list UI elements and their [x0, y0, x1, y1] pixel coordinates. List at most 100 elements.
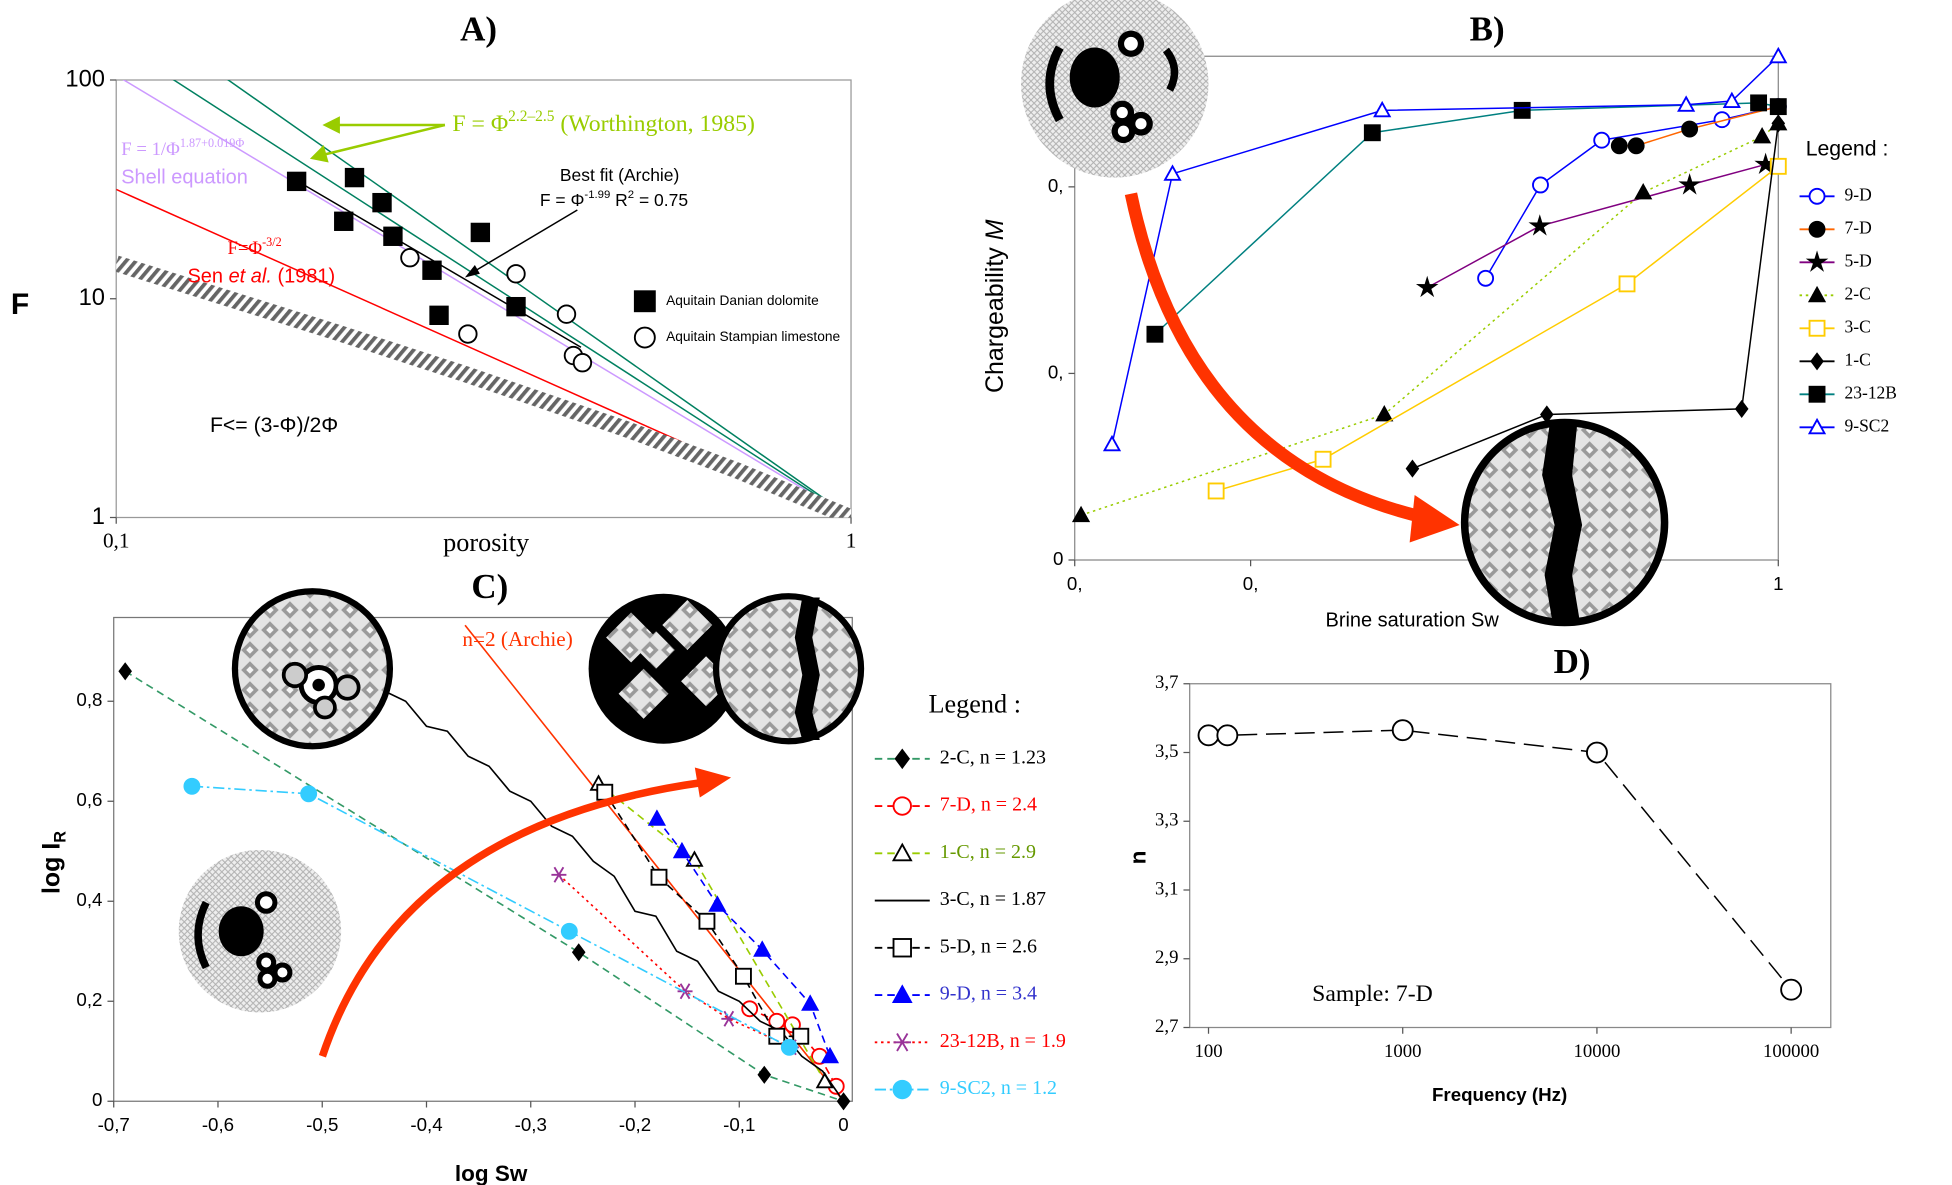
legend-label: Aquitain Stampian limestone — [666, 329, 840, 344]
y-tick-label: 0,4 — [76, 889, 102, 910]
text-part: et al. — [229, 266, 272, 288]
legend-marker — [1810, 321, 1825, 336]
legend-marker — [1811, 354, 1822, 369]
legend-label: 7-D — [1845, 217, 1872, 237]
pore — [1115, 123, 1132, 141]
legend-marker — [894, 845, 911, 861]
y-axis-label: n — [1126, 851, 1151, 865]
text-part: -3/2 — [262, 235, 282, 249]
x-tick-label: -0,2 — [619, 1114, 651, 1135]
data-point — [1217, 725, 1237, 745]
x-tick-label: 100000 — [1763, 1041, 1819, 1062]
pore — [1121, 34, 1141, 54]
annotation: Sen et al. (1981) — [187, 266, 335, 288]
text-part: M — [981, 219, 1009, 240]
x-axis-label: Brine saturation Sw — [1326, 610, 1500, 632]
x-tick-label: 0 — [838, 1114, 848, 1135]
legend-marker — [896, 750, 909, 768]
text-part: F = Φ — [540, 190, 585, 210]
annotation: Sample: 7-D — [1312, 982, 1433, 1008]
text-part: n=2 (Archie) — [462, 627, 572, 651]
data-point — [384, 228, 401, 246]
legend-label: 1-C — [1845, 349, 1871, 369]
data-point — [1533, 177, 1548, 192]
text-part: 2.2–2.5 — [508, 108, 555, 125]
text-part: (1981) — [272, 266, 335, 288]
x-tick-label: 100 — [1194, 1041, 1222, 1062]
text-part: F = 1/Φ — [121, 140, 180, 161]
chart-title: D) — [1554, 642, 1591, 681]
y-tick-label: 0,2 — [76, 989, 102, 1010]
data-point — [1620, 276, 1635, 291]
data-point — [1478, 271, 1493, 286]
x-axis-label: Frequency (Hz) — [1432, 1084, 1567, 1105]
data-point — [651, 870, 666, 885]
y-tick-label: 3,7 — [1155, 672, 1178, 693]
legend-title: Legend : — [1806, 137, 1889, 161]
pore — [257, 894, 274, 912]
data-point — [736, 969, 751, 984]
y-tick-label: 1 — [92, 504, 105, 530]
y-tick-label: 0,8 — [76, 689, 102, 710]
x-tick-label: 1000 — [1384, 1041, 1421, 1062]
legend-label: 9-SC2 — [1845, 415, 1890, 435]
text-part: 1.87+0.019Φ — [180, 136, 245, 150]
x-tick-label: -0,4 — [410, 1114, 442, 1135]
y-tick-label: 0 — [1053, 548, 1063, 569]
legend-label: 23-12B, n = 1.9 — [940, 1030, 1066, 1052]
pore — [1113, 104, 1130, 122]
legend-label: 3-C, n = 1.87 — [940, 888, 1046, 910]
x-tick-label: -0,1 — [723, 1114, 755, 1135]
data-point — [1771, 99, 1786, 114]
text-part: Shell equation — [121, 167, 248, 189]
legend-marker — [635, 328, 655, 348]
data-point — [335, 213, 352, 231]
legend-marker — [635, 291, 655, 311]
chart-title: C) — [471, 567, 508, 606]
chart-title: B) — [1470, 10, 1505, 49]
y-axis-label: F — [11, 288, 29, 321]
legend-label: 5-D — [1845, 250, 1872, 270]
data-point — [459, 325, 476, 343]
pore — [336, 676, 358, 699]
plot-frame — [1190, 684, 1831, 1028]
pore — [315, 698, 335, 718]
legend-label: Aquitain Danian dolomite — [666, 293, 819, 308]
data-point — [782, 1040, 797, 1055]
y-tick-label: 0, — [1048, 361, 1064, 382]
pore — [259, 955, 274, 970]
data-point — [1515, 103, 1530, 118]
legend-marker — [894, 797, 911, 815]
data-point — [472, 224, 489, 242]
y-axis-label: Chargeability M — [981, 219, 1009, 393]
y-tick-label: 100 — [65, 66, 105, 92]
data-point — [1781, 980, 1801, 1000]
y-tick-label: 2,7 — [1155, 1016, 1178, 1037]
legend-label: 9-D — [1845, 184, 1872, 204]
data-point — [1771, 49, 1786, 63]
y-tick-label: 0,6 — [76, 789, 102, 810]
legend-marker — [1810, 387, 1825, 402]
y-tick-label: 10 — [79, 285, 105, 311]
y-tick-label: 2,9 — [1155, 947, 1178, 968]
data-point — [1316, 452, 1331, 467]
pore — [219, 906, 264, 956]
text-part: (Worthington, 1985) — [554, 112, 754, 138]
annotation: F<= (3-Φ)/2Φ — [210, 413, 338, 437]
data-point — [742, 1001, 757, 1016]
text-part: -1.99 — [584, 189, 610, 201]
legend-label: 23-12B — [1845, 382, 1897, 402]
data-point — [1751, 95, 1766, 110]
legend-marker — [1810, 222, 1825, 237]
y-tick-label: 0 — [92, 1089, 102, 1110]
data-point — [373, 194, 390, 212]
annotation: n=2 (Archie) — [462, 627, 572, 651]
legend-label: 2-C — [1845, 283, 1871, 303]
legend-marker — [894, 939, 911, 957]
annotation: Shell equation — [121, 167, 248, 189]
text-part: Sample: 7-D — [1312, 982, 1433, 1008]
text-part: log I — [37, 843, 65, 894]
legend-marker — [894, 1081, 911, 1099]
data-point — [507, 265, 524, 283]
data-point — [562, 924, 577, 939]
